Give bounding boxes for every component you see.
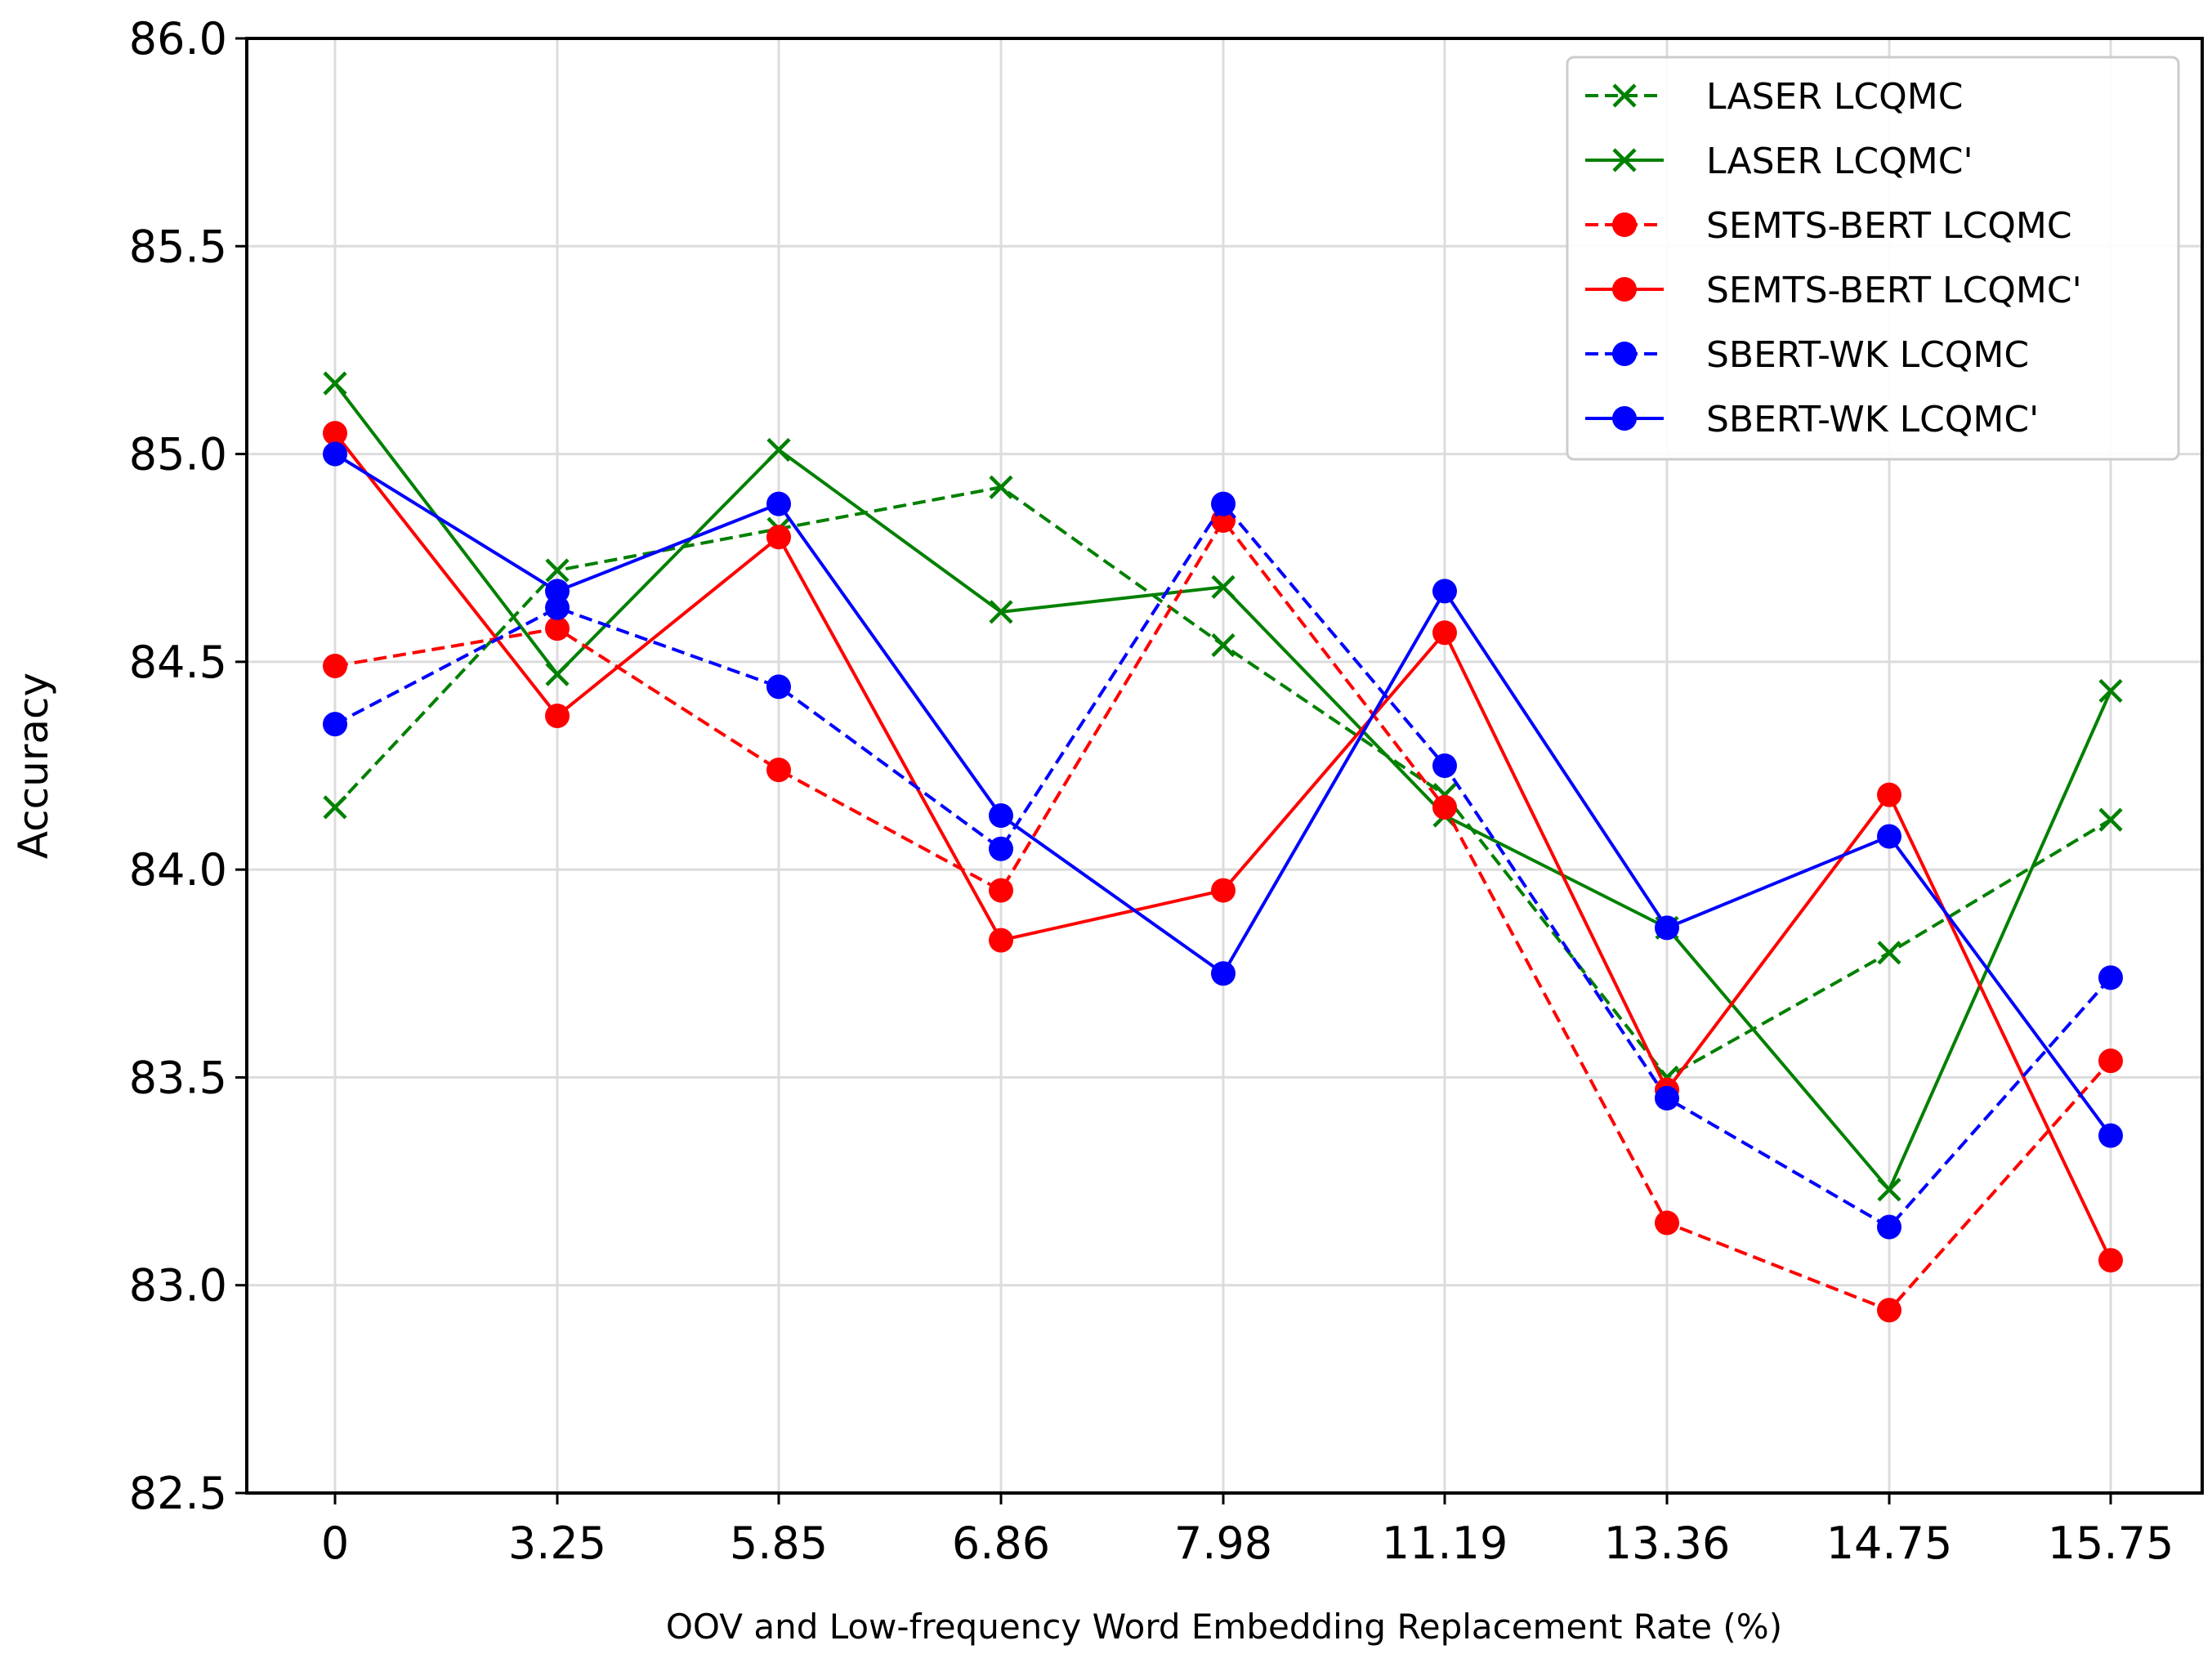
series-line xyxy=(334,518,2112,1312)
y-axis-title: Accuracy xyxy=(10,673,57,859)
legend-marker xyxy=(1612,277,1637,302)
data-point xyxy=(2098,1048,2123,1074)
series-line xyxy=(334,502,2112,1229)
data-point xyxy=(989,803,1013,829)
data-point xyxy=(323,795,347,820)
data-point xyxy=(1211,961,1236,986)
data-point xyxy=(2098,1123,2123,1148)
data-point xyxy=(1877,824,1901,849)
data-point xyxy=(2098,965,2123,990)
y-tick-label: 83.5 xyxy=(129,1052,227,1103)
legend-label: SBERT-WK LCQMC xyxy=(1706,334,2029,376)
x-tick-label: 5.85 xyxy=(730,1518,828,1569)
data-point xyxy=(2098,678,2123,704)
data-point xyxy=(766,758,791,783)
data-point xyxy=(766,525,791,550)
data-point xyxy=(766,491,791,516)
series-4 xyxy=(323,421,2123,1273)
data-point xyxy=(545,558,570,583)
legend-frame xyxy=(1566,56,2180,461)
x-tick-label: 0 xyxy=(321,1518,349,1569)
series-6 xyxy=(323,441,2123,1148)
axes: 0 3.25 5.85 6.86 7.98 11.19 13.36 14.75 15.75 82.… xyxy=(129,13,2174,1569)
data-point xyxy=(1877,941,1901,965)
data-point xyxy=(2098,807,2123,832)
x-tick-label: 3.25 xyxy=(508,1518,606,1569)
data-point xyxy=(1655,1210,1679,1236)
data-point xyxy=(1432,794,1457,820)
legend-marker xyxy=(1612,212,1637,237)
legend-label: SEMTS-BERT LCQMC' xyxy=(1706,270,2082,311)
data-point xyxy=(1211,491,1236,516)
data-point xyxy=(1877,1298,1901,1323)
legend-marker xyxy=(1612,406,1637,431)
data-point xyxy=(989,878,1013,903)
legend-label: LASER LCQMC' xyxy=(1706,141,1973,182)
data-point xyxy=(323,441,347,467)
legend-item: LASER LCQMC' xyxy=(1585,141,1973,182)
data-point xyxy=(323,421,347,446)
data-point xyxy=(989,928,1013,953)
x-tick-label: 6.86 xyxy=(952,1518,1050,1569)
data-point xyxy=(1211,574,1236,599)
data-point xyxy=(1877,1214,1901,1240)
data-point xyxy=(989,475,1013,499)
x-tick-label: 7.98 xyxy=(1174,1518,1272,1569)
data-point xyxy=(2098,1248,2123,1273)
y-tick-label: 82.5 xyxy=(129,1468,227,1519)
x-axis-title: OOV and Low-frequency Word Embedding Rep… xyxy=(666,1607,1782,1647)
x-tick-label: 13.36 xyxy=(1604,1518,1731,1569)
legend-item: SBERT-WK LCQMC xyxy=(1585,334,2029,376)
legend-marker xyxy=(1612,83,1637,108)
data-point xyxy=(1877,782,1901,807)
x-tick-label: 15.75 xyxy=(2048,1518,2174,1569)
data-point xyxy=(1432,753,1457,778)
series-3 xyxy=(323,507,2123,1323)
y-tick-label: 84.5 xyxy=(129,637,227,688)
legend-item: SBERT-WK LCQMC' xyxy=(1585,399,2039,440)
data-point xyxy=(1211,878,1236,903)
legend-label: LASER LCQMC xyxy=(1706,76,1963,118)
data-point xyxy=(545,579,570,604)
legend: LASER LCQMC LASER LCQMC' SEMTS-BERT LCQMC S… xyxy=(1566,56,2180,461)
data-point xyxy=(766,674,791,700)
data-point xyxy=(545,616,570,641)
data-point xyxy=(545,703,570,728)
legend-marker xyxy=(1612,148,1637,172)
legend-label: SEMTS-BERT LCQMC xyxy=(1706,205,2072,247)
data-point xyxy=(545,662,570,686)
y-tick-label: 83.0 xyxy=(129,1260,227,1312)
data-point xyxy=(323,653,347,678)
y-tick-label: 86.0 xyxy=(129,13,227,65)
legend-item: SEMTS-BERT LCQMC' xyxy=(1585,270,2082,311)
y-tick-label: 85.0 xyxy=(129,429,227,481)
data-point xyxy=(323,712,347,737)
data-point xyxy=(766,437,791,463)
legend-item: SEMTS-BERT LCQMC xyxy=(1585,205,2072,247)
data-point xyxy=(1655,1085,1679,1111)
data-point xyxy=(1432,620,1457,646)
x-tick-label: 14.75 xyxy=(1826,1518,1953,1569)
data-point xyxy=(989,836,1013,861)
data-point xyxy=(1211,633,1236,658)
data-point xyxy=(1655,915,1679,941)
y-tick-label: 85.5 xyxy=(129,221,227,272)
data-point xyxy=(989,600,1013,624)
legend-item: LASER LCQMC xyxy=(1585,76,1963,118)
legend-label: SBERT-WK LCQMC' xyxy=(1706,399,2039,440)
data-point xyxy=(323,371,347,396)
data-point xyxy=(1432,579,1457,604)
series-layer xyxy=(323,371,2123,1323)
data-point xyxy=(1877,1178,1901,1202)
legend-marker xyxy=(1612,342,1637,366)
y-tick-label: 84.0 xyxy=(129,844,227,896)
x-tick-label: 11.19 xyxy=(1382,1518,1508,1569)
